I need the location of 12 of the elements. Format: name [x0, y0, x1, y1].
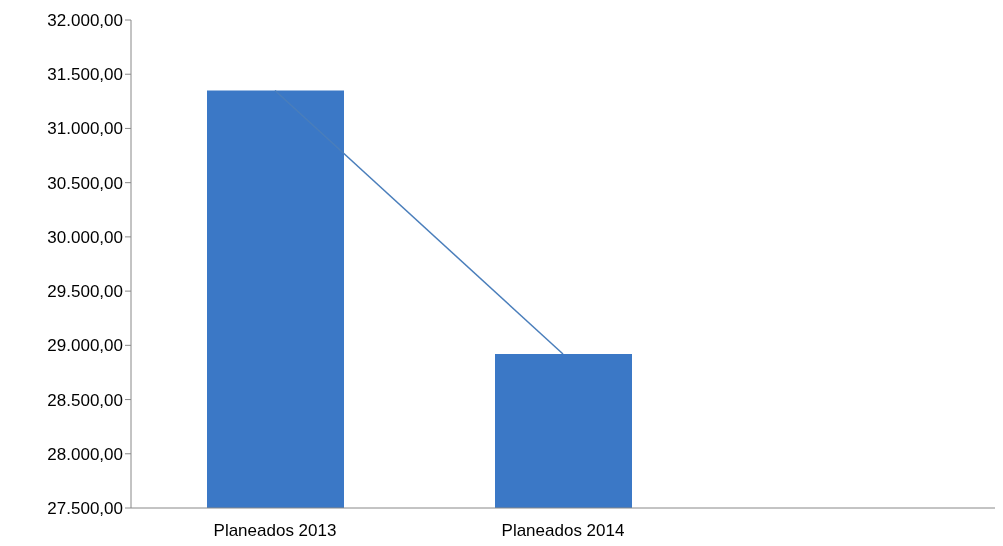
- y-tick-label: 28.000,00: [47, 444, 123, 464]
- y-tick-label: 27.500,00: [47, 499, 123, 519]
- y-tick-label: 30.000,00: [47, 227, 123, 247]
- y-tick-label: 28.500,00: [47, 390, 123, 410]
- y-tick-label: 31.500,00: [47, 65, 123, 85]
- x-tick-label: Planeados 2013: [213, 521, 337, 541]
- y-tick-label: 30.500,00: [47, 173, 123, 193]
- y-tick-label: 29.500,00: [47, 282, 123, 302]
- y-tick-label: 29.000,00: [47, 336, 123, 356]
- y-tick-label: 32.000,00: [47, 11, 123, 31]
- x-tick-label: Planeados 2014: [501, 521, 625, 541]
- y-tick-label: 31.000,00: [47, 119, 123, 139]
